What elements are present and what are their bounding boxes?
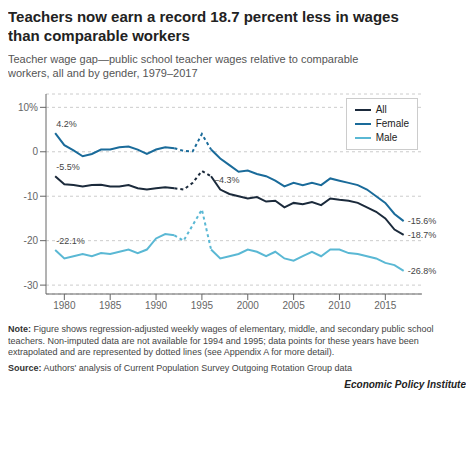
svg-text:2015: 2015 <box>374 300 397 311</box>
html-text:Teacher wage gap—public school: Teacher wage gap—public school teacher w… <box>8 52 359 79</box>
html-text:Female: Female <box>375 118 409 130</box>
svg-text:-26.8%: -26.8% <box>408 266 437 276</box>
svg-text:-10: -10 <box>24 191 39 202</box>
html-text:Source: Authors' analysis of C: Source: Authors' analysis of Current Pop… <box>8 363 352 374</box>
svg-text:-30: -30 <box>24 280 39 291</box>
svg-text:1980: 1980 <box>53 300 76 311</box>
svg-text:10%: 10% <box>18 102 38 113</box>
html-text:Note: Figure shows regression-: Note: Figure shows regression-adjusted w… <box>8 324 434 358</box>
svg-text:-15.6%: -15.6% <box>408 216 437 226</box>
svg-text:2010: 2010 <box>328 300 351 311</box>
svg-text:-20: -20 <box>24 235 39 246</box>
svg-text:4.2%: 4.2% <box>56 119 77 129</box>
svg-text:-18.7%: -18.7% <box>408 230 437 240</box>
svg-text:0: 0 <box>32 146 38 157</box>
svg-text:1995: 1995 <box>191 300 214 311</box>
html-text:Male: Male <box>375 132 398 144</box>
svg-text:2005: 2005 <box>282 300 305 311</box>
html-text:All: All <box>375 104 387 116</box>
svg-text:-22.1%: -22.1% <box>56 236 85 246</box>
svg-text:1990: 1990 <box>145 300 168 311</box>
html-text:Economic Policy Institute: Economic Policy Institute <box>344 378 466 390</box>
svg-text:–4.3%: –4.3% <box>214 175 240 185</box>
svg-text:2000: 2000 <box>237 300 260 311</box>
svg-text:-5.5%: -5.5% <box>56 162 80 172</box>
html-text:Teachers now earn a record 18.: Teachers now earn a record 18.7 percent … <box>8 8 399 44</box>
svg-text:1985: 1985 <box>99 300 122 311</box>
